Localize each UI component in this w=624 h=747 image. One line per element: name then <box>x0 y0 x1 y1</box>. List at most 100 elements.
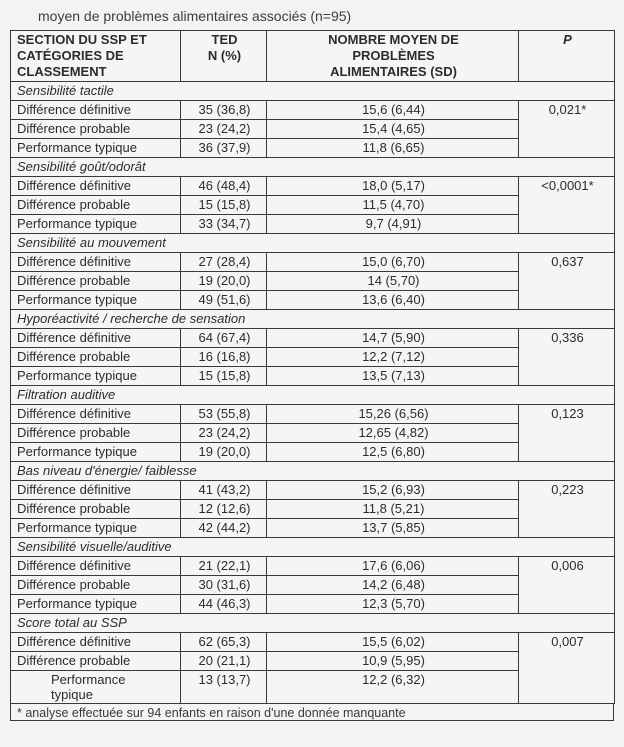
section-title: Score total au SSP <box>11 614 615 633</box>
p-value: <0,0001* <box>519 177 615 234</box>
mean-cell: 15,0 (6,70) <box>267 253 519 272</box>
section-title: Filtration auditive <box>11 386 615 405</box>
header-section-l3: CLASSEMENT <box>17 64 107 79</box>
row-label: Différence probable <box>11 348 181 367</box>
table-row: Différence définitive64 (67,4)14,7 (5,90… <box>11 329 615 348</box>
mean-cell: 14 (5,70) <box>267 272 519 291</box>
mean-cell: 11,5 (4,70) <box>267 196 519 215</box>
header-section-l2: CATÉGORIES DE <box>17 48 124 63</box>
mean-cell: 15,2 (6,93) <box>267 481 519 500</box>
table-row: Différence définitive53 (55,8)15,26 (6,5… <box>11 405 615 424</box>
mean-cell: 12,65 (4,82) <box>267 424 519 443</box>
table-row: Différence définitive21 (22,1)17,6 (6,06… <box>11 557 615 576</box>
p-value: 0,123 <box>519 405 615 462</box>
ted-cell: 49 (51,6) <box>181 291 267 310</box>
header-ted-l1: TED <box>212 32 238 47</box>
header-section-l1: SECTION DU SSP ET <box>17 32 147 47</box>
ted-cell: 16 (16,8) <box>181 348 267 367</box>
ted-cell: 12 (12,6) <box>181 500 267 519</box>
ted-cell: 64 (67,4) <box>181 329 267 348</box>
row-label: Performance typique <box>11 595 181 614</box>
ted-cell: 36 (37,9) <box>181 139 267 158</box>
row-label: Différence probable <box>11 272 181 291</box>
mean-cell: 12,5 (6,80) <box>267 443 519 462</box>
row-label: Différence définitive <box>11 557 181 576</box>
row-label: Performance typique <box>11 443 181 462</box>
ted-cell: 19 (20,0) <box>181 272 267 291</box>
ted-cell: 27 (28,4) <box>181 253 267 272</box>
p-value: 0,007 <box>519 633 615 704</box>
mean-cell: 11,8 (6,65) <box>267 139 519 158</box>
section-title: Bas niveau d'énergie/ faiblesse <box>11 462 615 481</box>
header-mean-l3: ALIMENTAIRES (SD) <box>330 64 457 79</box>
mean-cell: 12,3 (5,70) <box>267 595 519 614</box>
table-row: Différence définitive62 (65,3)15,5 (6,02… <box>11 633 615 652</box>
row-label: Différence probable <box>11 500 181 519</box>
mean-cell: 14,2 (6,48) <box>267 576 519 595</box>
ted-cell: 15 (15,8) <box>181 196 267 215</box>
p-value: 0,223 <box>519 481 615 538</box>
table-row: Différence définitive41 (43,2)15,2 (6,93… <box>11 481 615 500</box>
header-mean-l1: NOMBRE MOYEN DE <box>328 32 459 47</box>
header-mean: NOMBRE MOYEN DE PROBLÈMES ALIMENTAIRES (… <box>267 31 519 82</box>
mean-cell: 13,7 (5,85) <box>267 519 519 538</box>
row-label: Différence probable <box>11 120 181 139</box>
ted-cell: 21 (22,1) <box>181 557 267 576</box>
ted-cell: 30 (31,6) <box>181 576 267 595</box>
mean-cell: 15,4 (4,65) <box>267 120 519 139</box>
cutoff-caption: moyen de problèmes alimentaires associés… <box>38 8 614 24</box>
p-value: 0,021* <box>519 101 615 158</box>
row-label: Performance typique <box>11 139 181 158</box>
p-value: 0,336 <box>519 329 615 386</box>
section-title: Sensibilité tactile <box>11 82 615 101</box>
table-row: Différence définitive35 (36,8)15,6 (6,44… <box>11 101 615 120</box>
row-label: Différence probable <box>11 652 181 671</box>
ted-cell: 13 (13,7) <box>181 671 267 704</box>
mean-cell: 14,7 (5,90) <box>267 329 519 348</box>
ted-cell: 41 (43,2) <box>181 481 267 500</box>
header-ted: TED N (%) <box>181 31 267 82</box>
table-row: Différence définitive46 (48,4)18,0 (5,17… <box>11 177 615 196</box>
mean-cell: 10,9 (5,95) <box>267 652 519 671</box>
mean-cell: 13,6 (6,40) <box>267 291 519 310</box>
mean-cell: 15,5 (6,02) <box>267 633 519 652</box>
table-footnote: * analyse effectuée sur 94 enfants en ra… <box>10 704 614 721</box>
header-mean-l2: PROBLÈMES <box>352 48 434 63</box>
mean-cell: 15,26 (6,56) <box>267 405 519 424</box>
data-table: SECTION DU SSP ET CATÉGORIES DE CLASSEME… <box>10 30 615 704</box>
row-label: Performance typique <box>11 291 181 310</box>
row-label: Performance typique <box>11 367 181 386</box>
row-label: Différence définitive <box>11 633 181 652</box>
ted-cell: 53 (55,8) <box>181 405 267 424</box>
ted-cell: 23 (24,2) <box>181 120 267 139</box>
page-container: moyen de problèmes alimentaires associés… <box>0 0 624 747</box>
mean-cell: 17,6 (6,06) <box>267 557 519 576</box>
section-title: Sensibilité au mouvement <box>11 234 615 253</box>
table-head: SECTION DU SSP ET CATÉGORIES DE CLASSEME… <box>11 31 615 82</box>
header-ted-l2: N (%) <box>208 48 241 63</box>
ted-cell: 19 (20,0) <box>181 443 267 462</box>
ted-cell: 62 (65,3) <box>181 633 267 652</box>
row-label: Différence définitive <box>11 253 181 272</box>
ted-cell: 33 (34,7) <box>181 215 267 234</box>
row-label: Différence probable <box>11 576 181 595</box>
p-value: 0,637 <box>519 253 615 310</box>
row-label: Différence définitive <box>11 329 181 348</box>
mean-cell: 15,6 (6,44) <box>267 101 519 120</box>
row-label: Performance typique <box>11 519 181 538</box>
header-p-label: P <box>563 32 572 47</box>
ted-cell: 15 (15,8) <box>181 367 267 386</box>
header-section: SECTION DU SSP ET CATÉGORIES DE CLASSEME… <box>11 31 181 82</box>
mean-cell: 12,2 (7,12) <box>267 348 519 367</box>
p-value: 0,006 <box>519 557 615 614</box>
row-label: Performancetypique <box>11 671 181 704</box>
section-title: Sensibilité goût/odorât <box>11 158 615 177</box>
ted-cell: 23 (24,2) <box>181 424 267 443</box>
row-label: Différence définitive <box>11 405 181 424</box>
row-label: Différence définitive <box>11 177 181 196</box>
ted-cell: 42 (44,2) <box>181 519 267 538</box>
ted-cell: 35 (36,8) <box>181 101 267 120</box>
row-label: Performance typique <box>11 215 181 234</box>
mean-cell: 11,8 (5,21) <box>267 500 519 519</box>
row-label: Différence probable <box>11 196 181 215</box>
